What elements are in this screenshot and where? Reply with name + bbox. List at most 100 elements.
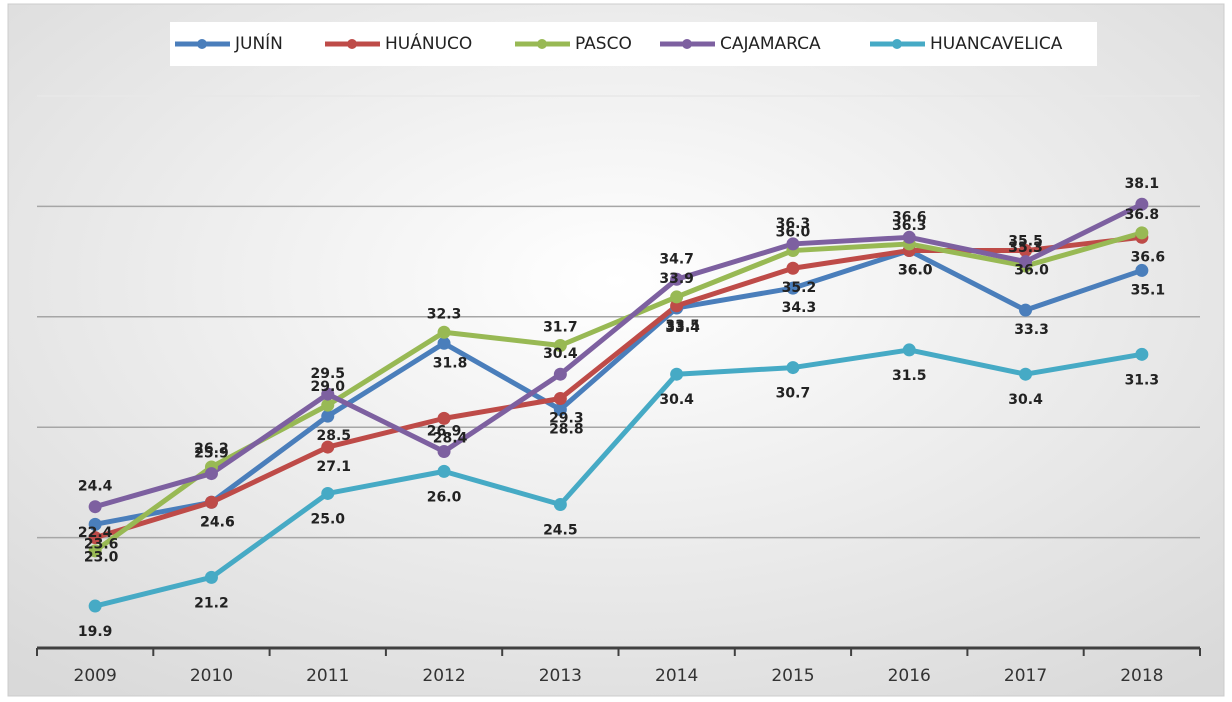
x-tick-label: 2009 — [74, 666, 117, 686]
data-label: 26.2 — [194, 441, 229, 457]
series-line — [94, 347, 1143, 609]
data-point — [1135, 347, 1149, 361]
plot-background — [7, 3, 1225, 697]
data-label: 28.8 — [549, 422, 584, 438]
legend-box — [170, 22, 1097, 66]
data-label: 30.4 — [659, 392, 694, 408]
data-label: 24.6 — [200, 514, 235, 530]
data-point — [1019, 244, 1033, 258]
data-label: 25.0 — [310, 511, 345, 527]
data-label: 33.5 — [665, 318, 700, 334]
data-label: 29.3 — [549, 410, 584, 426]
data-label: 36.0 — [898, 263, 933, 279]
x-tick-label: 2017 — [1004, 666, 1047, 686]
data-point — [437, 464, 451, 478]
data-point — [786, 361, 800, 375]
data-label: 31.7 — [543, 320, 578, 336]
data-label: 24.6 — [200, 514, 235, 530]
data-point — [1019, 255, 1033, 269]
x-tick-label: 2010 — [190, 666, 233, 686]
data-label: 30.4 — [543, 346, 578, 362]
data-point — [553, 497, 567, 511]
data-label: 29.0 — [310, 379, 345, 395]
legend-marker — [347, 39, 357, 49]
data-label: 33.3 — [1014, 322, 1049, 338]
data-point — [902, 343, 916, 357]
data-point — [204, 467, 218, 481]
legend-label: HUÁNUCO — [385, 32, 472, 54]
data-label: 31.5 — [892, 368, 927, 384]
legend-label: JUNÍN — [234, 32, 283, 54]
data-point — [902, 230, 916, 244]
data-label: 27.1 — [316, 459, 351, 475]
data-label: 22.4 — [78, 525, 113, 541]
data-point — [670, 367, 684, 381]
x-tick-label: 2011 — [306, 666, 349, 686]
legend-marker — [537, 39, 547, 49]
data-point — [1135, 197, 1149, 211]
data-point — [1135, 263, 1149, 277]
data-label: 24.4 — [78, 479, 113, 495]
data-label: 33.9 — [659, 271, 694, 287]
legend-label: CAJAMARCA — [720, 34, 821, 54]
data-label: 38.1 — [1125, 176, 1160, 192]
data-label: 36.0 — [776, 225, 811, 241]
data-point — [786, 281, 800, 295]
data-point — [321, 486, 335, 500]
data-label: 23.0 — [84, 550, 119, 566]
data-label: 30.7 — [776, 386, 811, 402]
data-label: 36.6 — [1131, 249, 1166, 265]
data-point — [204, 495, 218, 509]
legend-marker — [682, 39, 692, 49]
data-label: 34.7 — [659, 251, 694, 267]
x-tick-label: 2012 — [422, 666, 465, 686]
data-point — [1135, 226, 1149, 240]
data-label: 35.1 — [1131, 282, 1166, 298]
data-point — [553, 367, 567, 381]
data-point — [1019, 303, 1033, 317]
data-label: 30.4 — [1008, 392, 1043, 408]
data-label: 25.9 — [194, 446, 229, 462]
data-label: 35.5 — [1008, 234, 1043, 250]
data-point — [437, 325, 451, 339]
data-point — [670, 272, 684, 286]
data-point — [786, 237, 800, 251]
data-label: 28.5 — [316, 428, 351, 444]
data-label: 33.4 — [665, 320, 700, 336]
data-point — [88, 599, 102, 613]
data-label: 35.3 — [1008, 240, 1043, 256]
x-tick-label: 2018 — [1120, 666, 1163, 686]
data-point — [437, 444, 451, 458]
data-label: 36.0 — [1014, 263, 1049, 279]
data-label: 36.3 — [892, 218, 927, 234]
legend-marker — [197, 39, 207, 49]
data-label: 36.3 — [776, 216, 811, 232]
x-tick-label: 2015 — [771, 666, 814, 686]
data-point — [437, 336, 451, 350]
data-point — [437, 411, 451, 425]
x-tick-label: 2016 — [888, 666, 931, 686]
data-point — [204, 570, 218, 584]
data-label: 21.2 — [194, 595, 229, 611]
data-point — [321, 440, 335, 454]
data-label: 29.5 — [310, 366, 345, 382]
data-label: 19.9 — [78, 624, 113, 640]
data-point — [321, 409, 335, 423]
data-label: 34.3 — [782, 300, 817, 316]
data-label: 26.0 — [427, 489, 462, 505]
data-label: 24.5 — [543, 522, 578, 538]
data-point — [553, 403, 567, 417]
data-point — [553, 391, 567, 405]
x-tick-label: 2013 — [539, 666, 582, 686]
legend-marker — [892, 39, 902, 49]
data-label: 36.8 — [1125, 207, 1160, 223]
data-label: 36.6 — [892, 209, 927, 225]
data-point — [321, 398, 335, 412]
data-point — [88, 500, 102, 514]
data-label: 28.4 — [433, 430, 468, 446]
data-point — [786, 261, 800, 275]
data-point — [1019, 367, 1033, 381]
data-label: 23.6 — [84, 536, 119, 552]
data-point — [88, 517, 102, 531]
